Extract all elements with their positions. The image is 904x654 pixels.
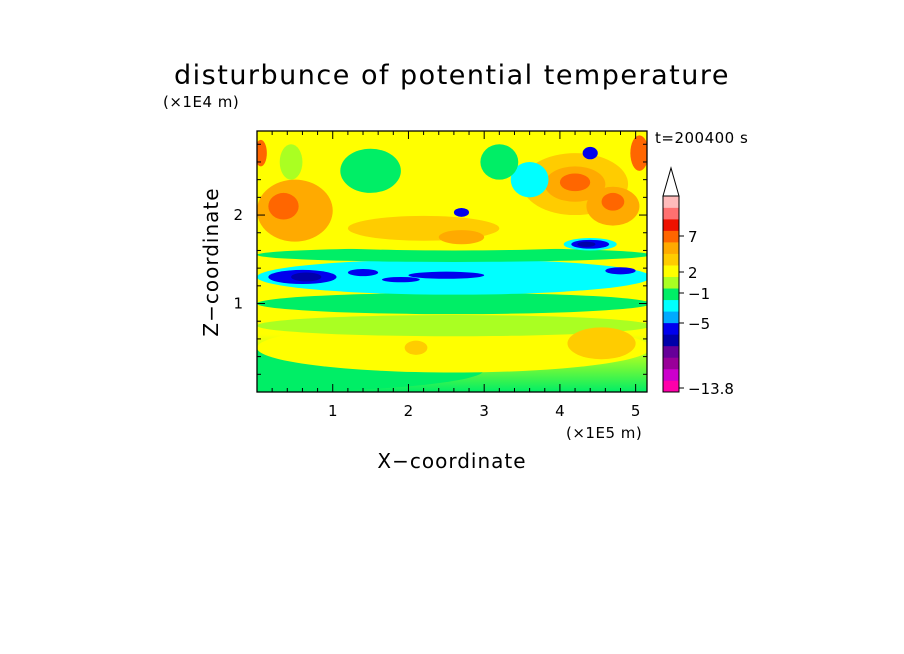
colorbar-extend-arrow — [662, 166, 680, 197]
colorbar: 7 2 −1 −5 −13.8 — [662, 166, 734, 398]
contour-feature-1 — [257, 322, 647, 373]
contour-feature-3 — [257, 292, 647, 315]
x-axis-unit: (×1E5 m) — [566, 424, 642, 442]
y-tick-label: 2 — [233, 206, 243, 224]
x-tick-label: 3 — [479, 402, 489, 420]
colorbar-tick-label: −5 — [688, 315, 710, 333]
colorbar-level-5 — [663, 322, 679, 335]
y-axis-label: Z−coordinate — [199, 187, 223, 336]
x-tick-label: 4 — [555, 402, 565, 420]
y-axis-ticks: 12 — [233, 143, 647, 375]
colorbar-level-3 — [663, 345, 679, 358]
colorbar-level-7 — [663, 299, 679, 312]
x-axis-label: X−coordinate — [377, 449, 526, 473]
colorbar-level-12 — [663, 242, 679, 254]
contour-feature-2 — [257, 315, 647, 337]
colorbar-level-16 — [663, 196, 679, 208]
x-axis-ticks: 1 2 3 4 5 — [271, 131, 641, 420]
colorbar-level-15 — [663, 207, 679, 220]
contour-fields — [257, 135, 647, 392]
plot-area — [256, 130, 648, 393]
x-tick-label: 1 — [328, 402, 338, 420]
contour-feature-16 — [438, 230, 485, 245]
chart-title: disturbunce of potential temperature — [174, 60, 730, 91]
x-tick-label: 2 — [404, 402, 414, 420]
contour-feature-10 — [381, 276, 420, 283]
colorbar-tick-label: 2 — [688, 264, 698, 282]
contour-feature-34 — [340, 148, 401, 193]
y-axis-unit: (×1E4 m) — [163, 93, 239, 111]
contour-feature-33 — [480, 144, 519, 180]
colorbar-level-1 — [663, 368, 679, 381]
colorbar-level-4 — [663, 334, 679, 347]
x-tick-label: 5 — [631, 402, 641, 420]
y-tick-label: 1 — [233, 295, 243, 313]
contour-feature-30 — [257, 139, 267, 167]
contour-feature-26 — [453, 207, 470, 217]
contour-feature-12 — [347, 269, 379, 277]
colorbar-level-10 — [663, 265, 679, 278]
contour-feature-29 — [404, 340, 428, 355]
colorbar-level-0 — [663, 380, 679, 393]
time-label: t=200400 s — [655, 129, 748, 147]
colorbar-level-8 — [663, 288, 679, 301]
contour-feature-32 — [510, 161, 549, 198]
colorbar-level-6 — [663, 311, 679, 324]
contour-feature-11 — [605, 267, 636, 275]
plot-frame — [256, 130, 648, 393]
contour-feature-19 — [559, 173, 591, 192]
contour-feature-9 — [408, 271, 485, 279]
contour-feature-28 — [567, 327, 636, 360]
contour-feature-25 — [582, 146, 598, 160]
colorbar-tick-label: −1 — [688, 285, 710, 303]
contour-feature-8 — [291, 272, 322, 282]
colorbar-level-2 — [663, 357, 679, 370]
colorbar-tick-label: 7 — [688, 228, 698, 246]
contour-feature-14 — [268, 192, 299, 220]
colorbar-level-14 — [663, 219, 679, 231]
contour-feature-5 — [257, 247, 647, 262]
contour-feature-21 — [601, 192, 625, 211]
contour-feature-27 — [279, 144, 303, 180]
contour-feature-31 — [630, 135, 647, 171]
colorbar-level-9 — [663, 276, 679, 289]
contour-feature-24 — [577, 241, 596, 247]
colorbar-level-13 — [663, 230, 679, 243]
colorbar-level-11 — [663, 253, 679, 266]
colorbar-tick-label: −13.8 — [688, 380, 734, 398]
